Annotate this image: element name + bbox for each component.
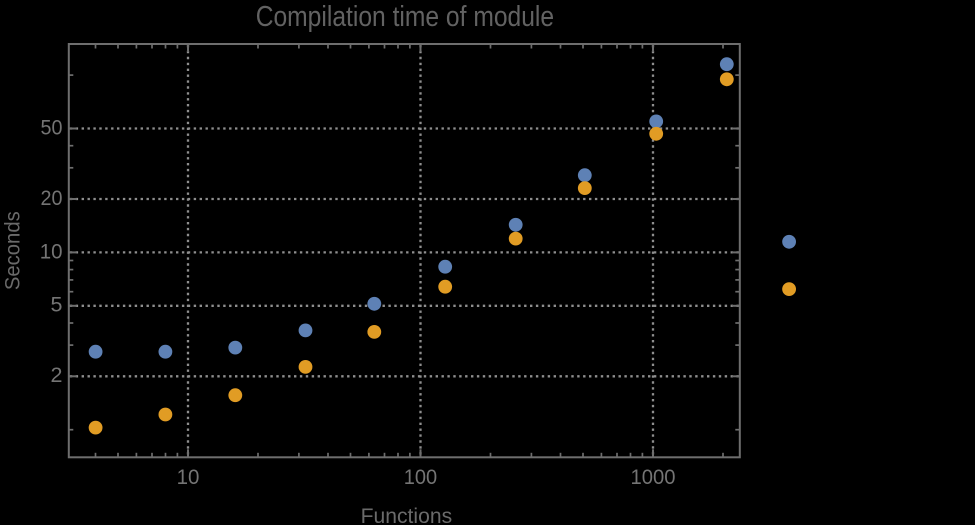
svg-text:2: 2 xyxy=(51,363,63,387)
svg-text:Seconds: Seconds xyxy=(2,211,25,290)
svg-text:100: 100 xyxy=(404,465,437,489)
svg-text:Compilation time of module: Compilation time of module xyxy=(256,1,554,33)
svg-text:10: 10 xyxy=(177,465,200,489)
svg-text:Functions: Functions xyxy=(361,505,453,525)
svg-text:5: 5 xyxy=(51,293,63,317)
svg-text:10: 10 xyxy=(40,239,63,263)
svg-text:50: 50 xyxy=(41,115,63,139)
svg-text:20: 20 xyxy=(41,186,63,210)
svg-text:1000: 1000 xyxy=(631,465,676,489)
